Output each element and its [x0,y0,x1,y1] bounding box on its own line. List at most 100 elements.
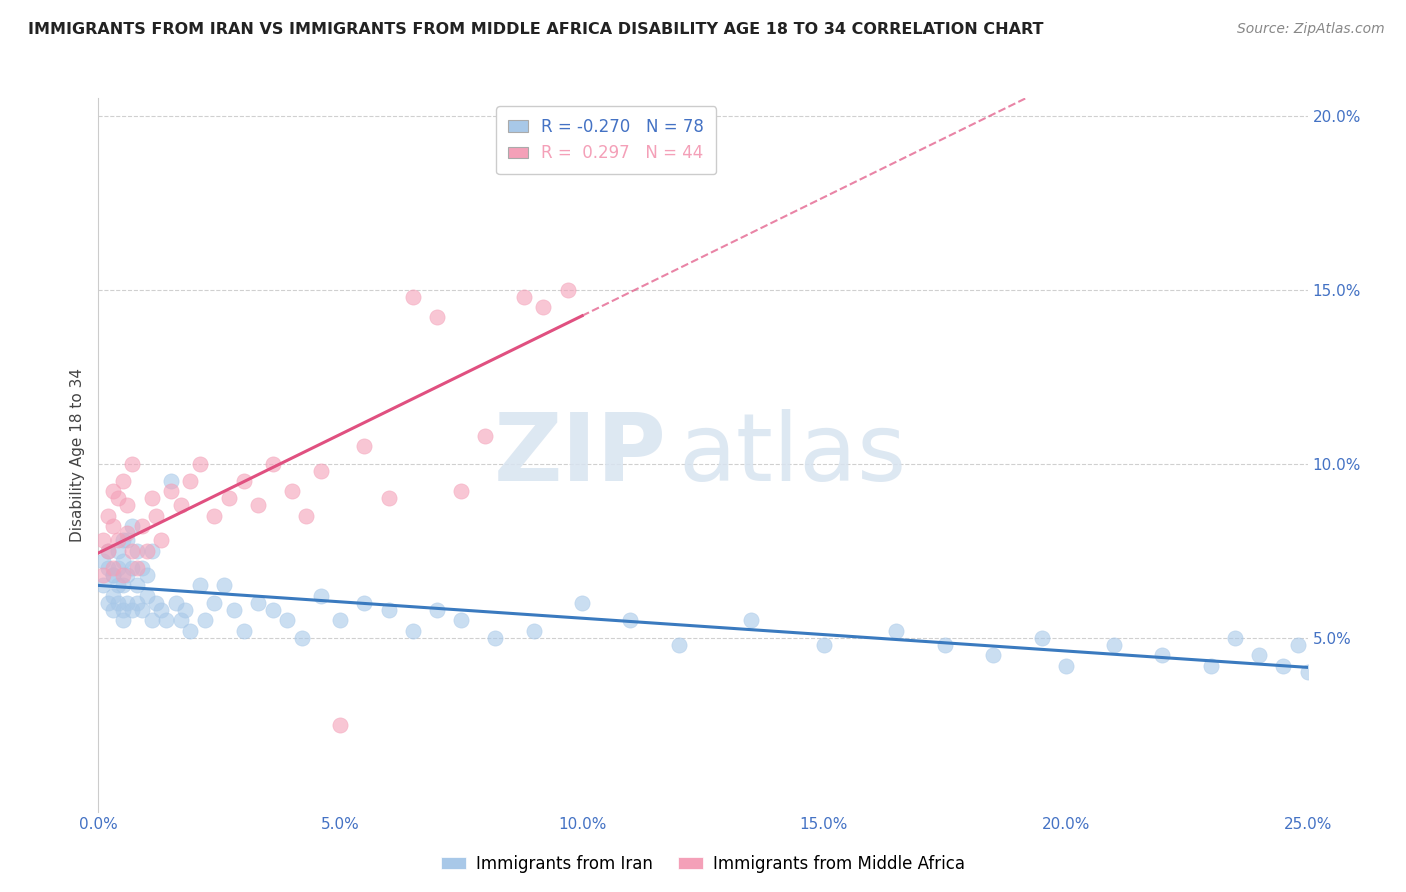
Point [981,648,1004,662]
Point [194,613,217,627]
Point [160,474,183,488]
Point [111,474,134,488]
Text: Source: ZipAtlas.com: Source: ZipAtlas.com [1237,22,1385,37]
Point [127,596,149,610]
Text: atlas: atlas [679,409,907,501]
Point [91,568,114,582]
Point [557,283,579,297]
Point [474,429,496,443]
Point [111,578,134,592]
Point [1152,648,1174,662]
Point [212,578,235,592]
Text: IMMIGRANTS FROM IRAN VS IMMIGRANTS FROM MIDDLE AFRICA DISABILITY AGE 18 TO 34 CO: IMMIGRANTS FROM IRAN VS IMMIGRANTS FROM … [28,22,1043,37]
Point [111,568,134,582]
Y-axis label: Disability Age 18 to 34: Disability Age 18 to 34 [69,368,84,542]
Point [531,300,554,314]
Point [513,289,536,303]
Point [290,631,312,645]
Point [295,508,318,523]
Point [450,484,472,499]
Point [101,603,124,617]
Point [127,578,149,592]
Point [150,533,173,548]
Point [1031,631,1053,645]
Point [169,613,191,627]
Point [426,603,449,617]
Point [121,543,143,558]
Point [101,568,124,582]
Point [91,578,114,592]
Point [309,464,332,478]
Point [188,578,211,592]
Point [141,491,163,506]
Point [179,624,201,638]
Point [668,638,690,652]
Point [127,543,149,558]
Point [111,533,134,548]
Point [111,554,134,568]
Point [174,603,197,617]
Point [262,603,284,617]
Point [262,457,284,471]
Point [523,624,546,638]
Point [740,613,762,627]
Point [131,603,153,617]
Point [107,561,129,575]
Point [107,491,129,506]
Point [141,613,163,627]
Point [135,543,157,558]
Point [97,543,120,558]
Point [97,596,120,610]
Point [169,499,191,513]
Point [97,508,120,523]
Point [309,589,332,603]
Point [145,596,167,610]
Point [121,457,143,471]
Point [484,631,506,645]
Point [117,533,139,548]
Legend: R = -0.270   N = 78, R =  0.297   N = 44: R = -0.270 N = 78, R = 0.297 N = 44 [496,106,716,174]
Point [155,613,177,627]
Point [111,603,134,617]
Point [329,717,352,731]
Text: ZIP: ZIP [494,409,666,501]
Point [1102,638,1125,652]
Point [97,543,120,558]
Point [135,568,157,582]
Point [619,613,641,627]
Point [813,638,835,652]
Point [426,310,449,325]
Point [247,499,270,513]
Point [107,533,129,548]
Point [91,554,114,568]
Point [188,457,211,471]
Point [571,596,593,610]
Point [135,589,157,603]
Point [101,519,124,533]
Point [107,543,129,558]
Point [121,561,143,575]
Point [329,613,352,627]
Point [934,638,956,652]
Point [107,578,129,592]
Point [232,474,254,488]
Point [1296,665,1319,680]
Point [218,491,240,506]
Point [402,624,425,638]
Point [377,603,399,617]
Point [232,624,254,638]
Point [450,613,472,627]
Point [1286,638,1309,652]
Point [111,613,134,627]
Legend: Immigrants from Iran, Immigrants from Middle Africa: Immigrants from Iran, Immigrants from Mi… [434,848,972,880]
Point [101,589,124,603]
Point [204,596,226,610]
Point [101,568,124,582]
Point [1249,648,1271,662]
Point [160,484,183,499]
Point [281,484,304,499]
Point [165,596,187,610]
Point [247,596,270,610]
Point [107,596,129,610]
Point [131,561,153,575]
